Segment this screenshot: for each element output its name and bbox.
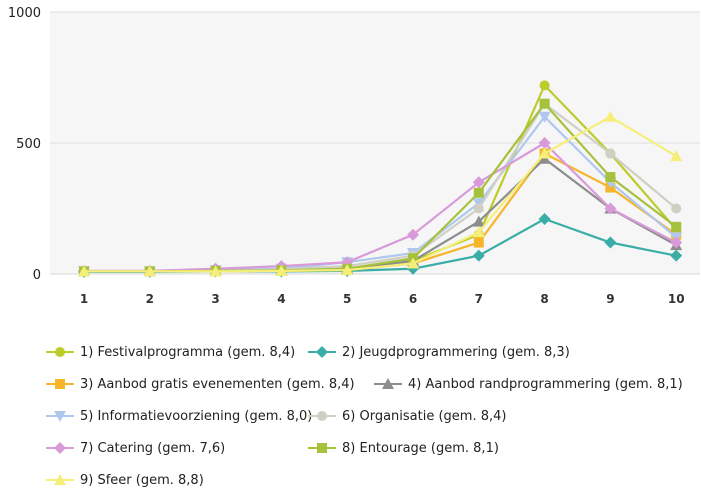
legend-label: 8) Entourage (gem. 8,1) [342, 440, 499, 456]
chart-area: 0 500 1000 1 2 3 4 5 6 7 8 9 10 [8, 6, 700, 306]
y-tick-label: 1000 [8, 6, 41, 21]
data-point [209, 265, 222, 277]
legend-swatch [46, 347, 74, 357]
x-tick-label: 2 [146, 292, 154, 306]
y-tick-label: 0 [33, 268, 41, 283]
legend-item: 2) Jeugdprogrammering (gem. 8,3) [308, 345, 570, 360]
chart-legend: 1) Festivalprogramma (gem. 8,4) 2) Jeugdp… [46, 336, 686, 496]
data-point [538, 212, 551, 225]
legend-item: 8) Entourage (gem. 8,1) [308, 441, 499, 456]
legend-marker [316, 346, 328, 358]
x-tick-label: 6 [409, 292, 417, 306]
legend-item: 6) Organisatie (gem. 8,4) [308, 409, 506, 424]
legend-swatch [374, 378, 402, 389]
data-point [605, 172, 616, 183]
data-point [604, 110, 617, 122]
data-point [538, 137, 551, 149]
legend-swatch [308, 411, 336, 421]
legend-label: 1) Festivalprogramma (gem. 8,4) [80, 344, 296, 360]
legend-marker [317, 411, 327, 421]
data-point [473, 187, 484, 198]
data-point [275, 264, 288, 276]
x-tick-label: 1 [80, 292, 88, 306]
series-9 [78, 110, 683, 277]
data-point [539, 98, 550, 109]
y-tick-label: 500 [16, 137, 41, 152]
legend-marker [54, 442, 66, 454]
legend-marker [55, 347, 65, 357]
data-point [670, 236, 683, 249]
legend-swatch [308, 443, 336, 453]
x-tick-label: 3 [211, 292, 219, 306]
data-point [605, 148, 616, 159]
data-point [670, 150, 683, 162]
legend-row: 9) Sfeer (gem. 8,8) [46, 464, 686, 496]
legend-item: 3) Aanbod gratis evenementen (gem. 8,4) [46, 377, 355, 392]
data-point [538, 147, 551, 159]
legend-row: 7) Catering (gem. 7,6) 8) Entourage (gem.… [46, 432, 686, 464]
data-point [472, 226, 485, 238]
legend-swatch [308, 346, 336, 358]
data-point [472, 176, 485, 189]
legend-row: 3) Aanbod gratis evenementen (gem. 8,4) 4… [46, 368, 686, 400]
x-tick-label: 7 [475, 292, 483, 306]
legend-label: 7) Catering (gem. 7,6) [80, 440, 226, 456]
data-point [671, 203, 682, 214]
legend-marker [382, 378, 394, 389]
x-tick-label: 9 [606, 292, 614, 306]
data-point [473, 237, 484, 248]
legend-swatch [46, 442, 74, 454]
legend-label: 9) Sfeer (gem. 8,8) [80, 472, 204, 488]
legend-row: 5) Informatievoorziening (gem. 8,0) 6) Or… [46, 400, 686, 432]
legend-item: 9) Sfeer (gem. 8,8) [46, 473, 204, 488]
data-point [341, 264, 354, 276]
legend-swatch [46, 411, 74, 422]
legend-label: 6) Organisatie (gem. 8,4) [342, 408, 507, 424]
legend-marker [55, 379, 65, 389]
data-point [472, 249, 485, 262]
series-line [84, 141, 677, 272]
x-tick-label: 5 [343, 292, 351, 306]
data-point [604, 236, 617, 249]
legend-marker [317, 443, 327, 453]
legend-item: 4) Aanbod randprogrammering (gem. 8,1) [374, 377, 683, 392]
series-line [84, 115, 677, 273]
data-point [670, 249, 683, 262]
x-tick-label: 4 [277, 292, 285, 306]
data-point [78, 265, 90, 277]
data-point [407, 257, 419, 269]
data-point [473, 203, 484, 214]
legend-label: 2) Jeugdprogrammering (gem. 8,3) [342, 344, 570, 360]
x-tick-label: 10 [668, 292, 685, 306]
legend-marker [54, 411, 66, 422]
data-point [604, 202, 617, 215]
data-point [538, 111, 551, 123]
legend-label: 4) Aanbod randprogrammering (gem. 8,1) [408, 376, 683, 392]
line-chart: 0 500 1000 1 2 3 4 5 6 7 8 9 10 [8, 6, 700, 306]
data-point [143, 265, 156, 277]
legend-item: 5) Informatievoorziening (gem. 8,0) [46, 409, 312, 424]
data-point [472, 215, 485, 227]
legend-label: 5) Informatievoorziening (gem. 8,0) [80, 408, 313, 424]
x-tick-label: 8 [540, 292, 548, 306]
data-point [539, 80, 550, 91]
legend-row: 1) Festivalprogramma (gem. 8,4) 2) Jeugdp… [46, 336, 686, 368]
legend-label: 3) Aanbod gratis evenementen (gem. 8,4) [80, 376, 355, 392]
legend-item: 1) Festivalprogramma (gem. 8,4) [46, 345, 295, 360]
legend-item: 7) Catering (gem. 7,6) [46, 441, 225, 456]
legend-swatch [46, 379, 74, 389]
legend-swatch [46, 474, 74, 485]
data-point [671, 221, 682, 232]
data-point [407, 228, 419, 241]
